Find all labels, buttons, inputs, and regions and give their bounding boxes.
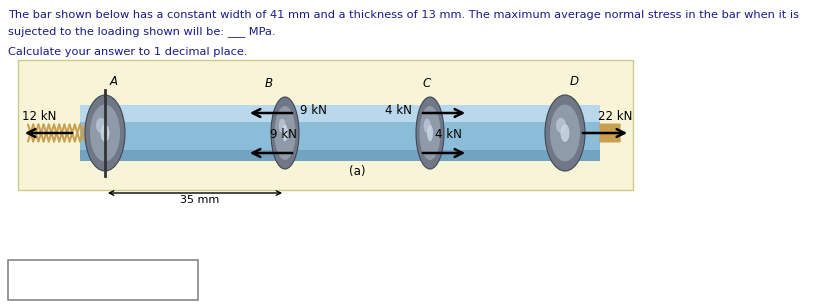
Ellipse shape (85, 95, 125, 171)
Text: The bar shown below has a constant width of 41 mm and a thickness of 13 mm. The : The bar shown below has a constant width… (8, 10, 799, 20)
Ellipse shape (420, 106, 441, 160)
Text: C: C (422, 77, 430, 90)
Ellipse shape (100, 124, 110, 142)
Ellipse shape (556, 118, 566, 133)
Ellipse shape (275, 106, 296, 160)
Ellipse shape (96, 118, 106, 133)
Text: B: B (265, 77, 273, 90)
Ellipse shape (560, 124, 570, 142)
Ellipse shape (550, 105, 580, 162)
Text: 35 mm: 35 mm (180, 195, 220, 205)
Text: 9 kN: 9 kN (270, 128, 297, 141)
Text: 22 kN: 22 kN (598, 110, 633, 123)
Bar (8, 260, 198, 300)
Ellipse shape (416, 97, 444, 169)
Ellipse shape (279, 119, 286, 133)
Ellipse shape (271, 97, 299, 169)
Bar (80, 105, 600, 161)
Text: 4 kN: 4 kN (435, 128, 462, 141)
Text: 9 kN: 9 kN (300, 104, 327, 117)
Text: 4 kN: 4 kN (385, 104, 411, 117)
Text: Calculate your answer to 1 decimal place.: Calculate your answer to 1 decimal place… (8, 47, 247, 57)
Ellipse shape (282, 124, 288, 142)
Text: (a): (a) (349, 165, 365, 178)
Ellipse shape (427, 124, 433, 142)
Text: sujected to the loading shown will be: ___ MPa.: sujected to the loading shown will be: _… (8, 26, 276, 37)
Bar (18, 60, 633, 190)
Text: 12 kN: 12 kN (22, 110, 56, 123)
Ellipse shape (424, 119, 431, 133)
Text: D: D (570, 75, 579, 88)
Ellipse shape (90, 105, 120, 162)
Bar (80, 105, 600, 122)
Text: A: A (110, 75, 118, 88)
Bar (80, 150, 600, 161)
Ellipse shape (545, 95, 585, 171)
